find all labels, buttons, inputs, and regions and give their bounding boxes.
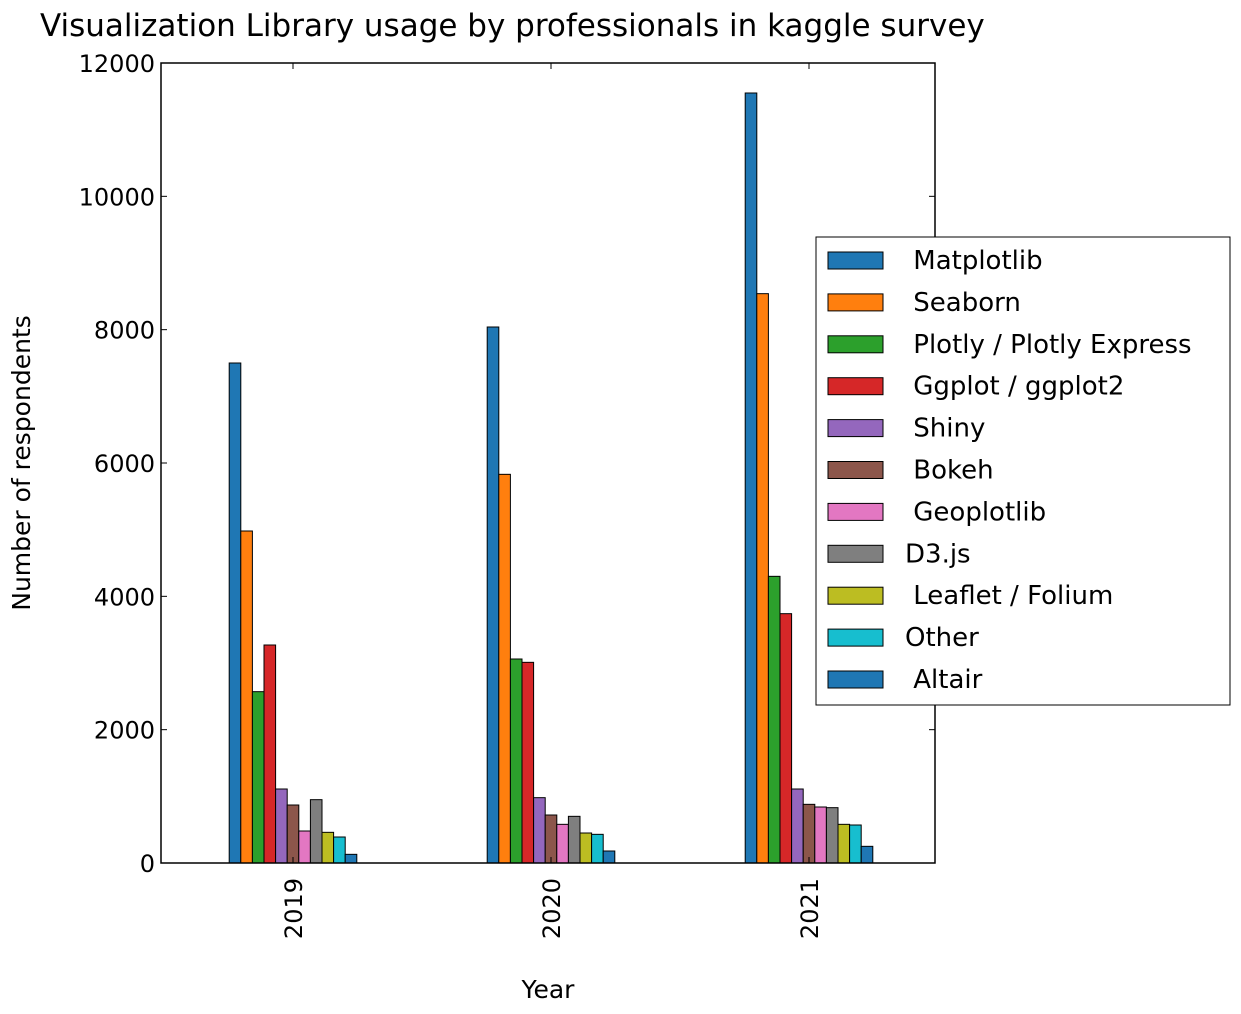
y-tick-label: 10000 [79,183,155,211]
legend-swatch-6 [827,502,884,521]
legend-label-4: Shiny [905,414,985,444]
legend-label-1: Seaborn [905,288,1021,318]
legend-label-3: Ggplot / ggplot2 [905,372,1124,402]
bar-2021-8 [837,823,851,864]
legend-swatch-0 [827,251,884,270]
legend-swatch-9 [827,628,884,647]
bar-2020-10 [602,850,616,864]
bar-2020-0 [486,326,500,864]
legend-swatch-2 [827,335,884,354]
legend-swatch-7 [827,544,884,563]
legend-swatch-10 [827,670,884,689]
bar-2021-3 [779,613,793,864]
bar-2019-2 [251,691,265,864]
bar-2020-4 [533,797,546,864]
bar-2021-6 [814,806,827,864]
bar-2019-3 [263,644,277,864]
legend-label-2: Plotly / Plotly Express [905,330,1192,360]
legend-label-6: Geoplotlib [905,497,1046,527]
bar-2021-1 [756,293,769,864]
legend-swatch-8 [827,586,884,605]
bar-2019-10 [344,853,358,864]
y-axis-title: Number of respondents [7,315,36,610]
bar-2019-7 [309,799,323,864]
bars [228,92,874,864]
x-axis: 2019 2020 2021 [280,63,824,939]
bar-2019-9 [333,836,346,864]
bar-2020-8 [579,832,593,864]
bar-2020-7 [567,815,581,864]
bar-2019-4 [275,788,288,864]
y-axis: 0 2000 4000 6000 8000 10000 12000 [79,50,935,878]
bar-2019-6 [298,830,311,864]
bar-2021-7 [825,807,839,864]
bar-2019-8 [321,831,335,864]
x-tick-label-2021: 2021 [796,878,824,939]
legend-swatch-1 [827,293,884,312]
bar-2020-6 [556,823,569,864]
bar-2021-5 [802,803,816,864]
legend-label-5: Bokeh [905,456,994,486]
legend-label-9: Other [905,623,979,653]
y-tick-label: 4000 [94,583,155,611]
legend-swatch-4 [827,419,884,438]
bar-2021-2 [767,575,781,864]
y-tick-label: 8000 [94,317,155,345]
legend-label-10: Altair [905,665,983,695]
y-tick-label: 0 [140,850,155,878]
legend-frame [815,236,1231,706]
y-tick-label: 6000 [94,450,155,478]
legend: Matplotlib Seaborn Plotly / Plotly Expre… [815,236,1231,706]
x-tick-label-2020: 2020 [538,878,566,939]
bar-2020-9 [591,833,604,864]
bar-2020-1 [498,473,511,864]
legend-label-7: D3.js [905,539,971,569]
bar-2021-10 [860,845,874,864]
bar-2019-5 [286,804,300,864]
bar-2020-5 [544,814,558,864]
y-tick-label: 12000 [79,50,155,78]
legend-label-0: Matplotlib [905,246,1043,276]
bar-2019-0 [228,362,242,864]
bar-2021-9 [849,824,862,864]
bar-2020-2 [509,658,523,864]
bar-2019-1 [240,530,253,864]
y-tick-label: 2000 [94,717,155,745]
bar-2021-0 [744,92,758,864]
bar-2020-3 [521,661,535,864]
x-tick-label-2019: 2019 [280,878,308,939]
legend-swatch-5 [827,461,884,479]
legend-swatch-3 [827,377,884,396]
bar-2021-4 [791,788,804,864]
chart-title: Visualization Library usage by professio… [40,8,985,44]
x-axis-title: Year [521,975,576,1004]
legend-label-8: Leaflet / Folium [905,581,1113,611]
